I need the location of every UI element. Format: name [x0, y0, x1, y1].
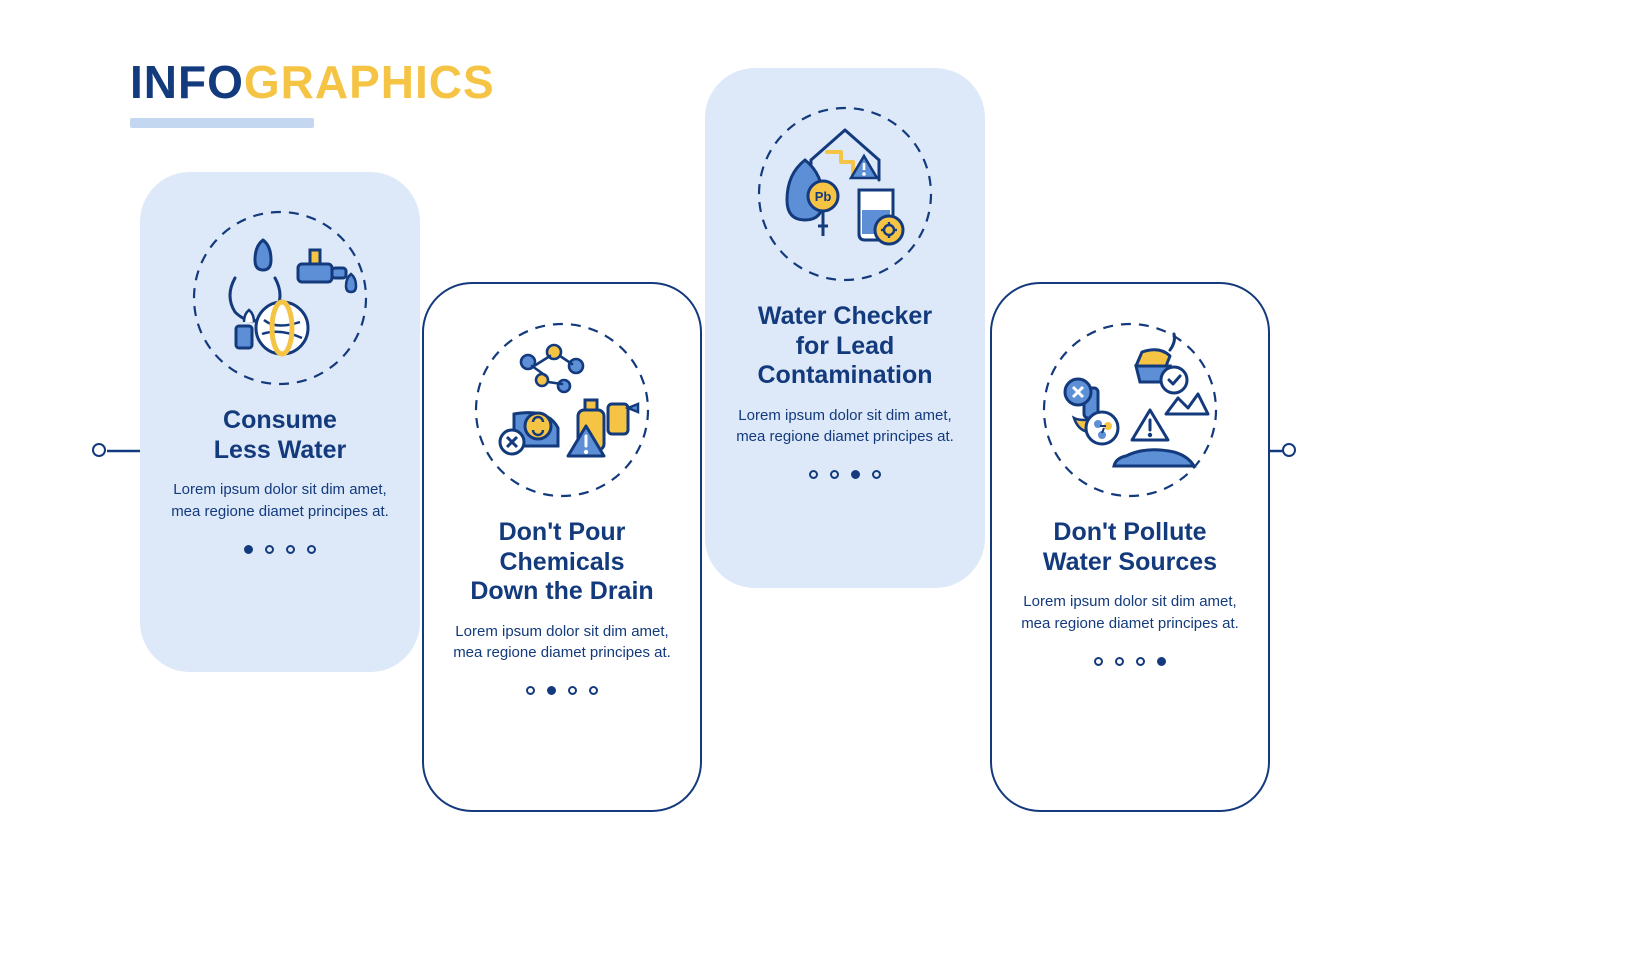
connector-end-dot-right	[1282, 443, 1296, 457]
dot	[589, 686, 598, 695]
dot	[830, 470, 839, 479]
page-title: INFOGRAPHICS	[130, 55, 495, 109]
title-part-b: GRAPHICS	[244, 56, 495, 108]
card-title: ConsumeLess Water	[164, 406, 396, 465]
connector-end-dot-left	[92, 443, 106, 457]
dot	[1157, 657, 1166, 666]
dot	[526, 686, 535, 695]
dot	[1115, 657, 1124, 666]
pagination-dots	[448, 686, 676, 695]
lead-icon: Pb	[755, 104, 935, 284]
dot	[286, 545, 295, 554]
pollute-icon	[1040, 320, 1220, 500]
card-desc: Lorem ipsum dolor sit dim amet, mea regi…	[729, 405, 961, 449]
dot	[265, 545, 274, 554]
dot	[1094, 657, 1103, 666]
dot	[568, 686, 577, 695]
consume-icon	[190, 208, 370, 388]
dot	[872, 470, 881, 479]
card-title: Don't PolluteWater Sources	[1016, 518, 1244, 577]
card-desc: Lorem ipsum dolor sit dim amet, mea regi…	[164, 479, 396, 523]
dot	[547, 686, 556, 695]
dot	[307, 545, 316, 554]
dot	[244, 545, 253, 554]
card-desc: Lorem ipsum dolor sit dim amet, mea regi…	[448, 621, 676, 665]
chemicals-icon	[472, 320, 652, 500]
card-pollute: Don't PolluteWater Sources Lorem ipsum do…	[990, 282, 1270, 812]
title-part-a: INFO	[130, 56, 244, 108]
svg-text:Pb: Pb	[815, 189, 832, 204]
dot	[851, 470, 860, 479]
card-consume: ConsumeLess Water Lorem ipsum dolor sit d…	[140, 172, 420, 672]
card-title: Water Checkerfor LeadContamination	[729, 302, 961, 391]
card-lead: Pb Water Checkerfor LeadContamination Lor…	[705, 68, 985, 588]
card-title: Don't PourChemicalsDown the Drain	[448, 518, 676, 607]
dot	[809, 470, 818, 479]
card-desc: Lorem ipsum dolor sit dim amet, mea regi…	[1016, 591, 1244, 635]
pagination-dots	[1016, 657, 1244, 666]
card-chemicals: Don't PourChemicalsDown the Drain Lorem i…	[422, 282, 702, 812]
title-underline	[130, 118, 314, 128]
pagination-dots	[164, 545, 396, 554]
pagination-dots	[729, 470, 961, 479]
dot	[1136, 657, 1145, 666]
